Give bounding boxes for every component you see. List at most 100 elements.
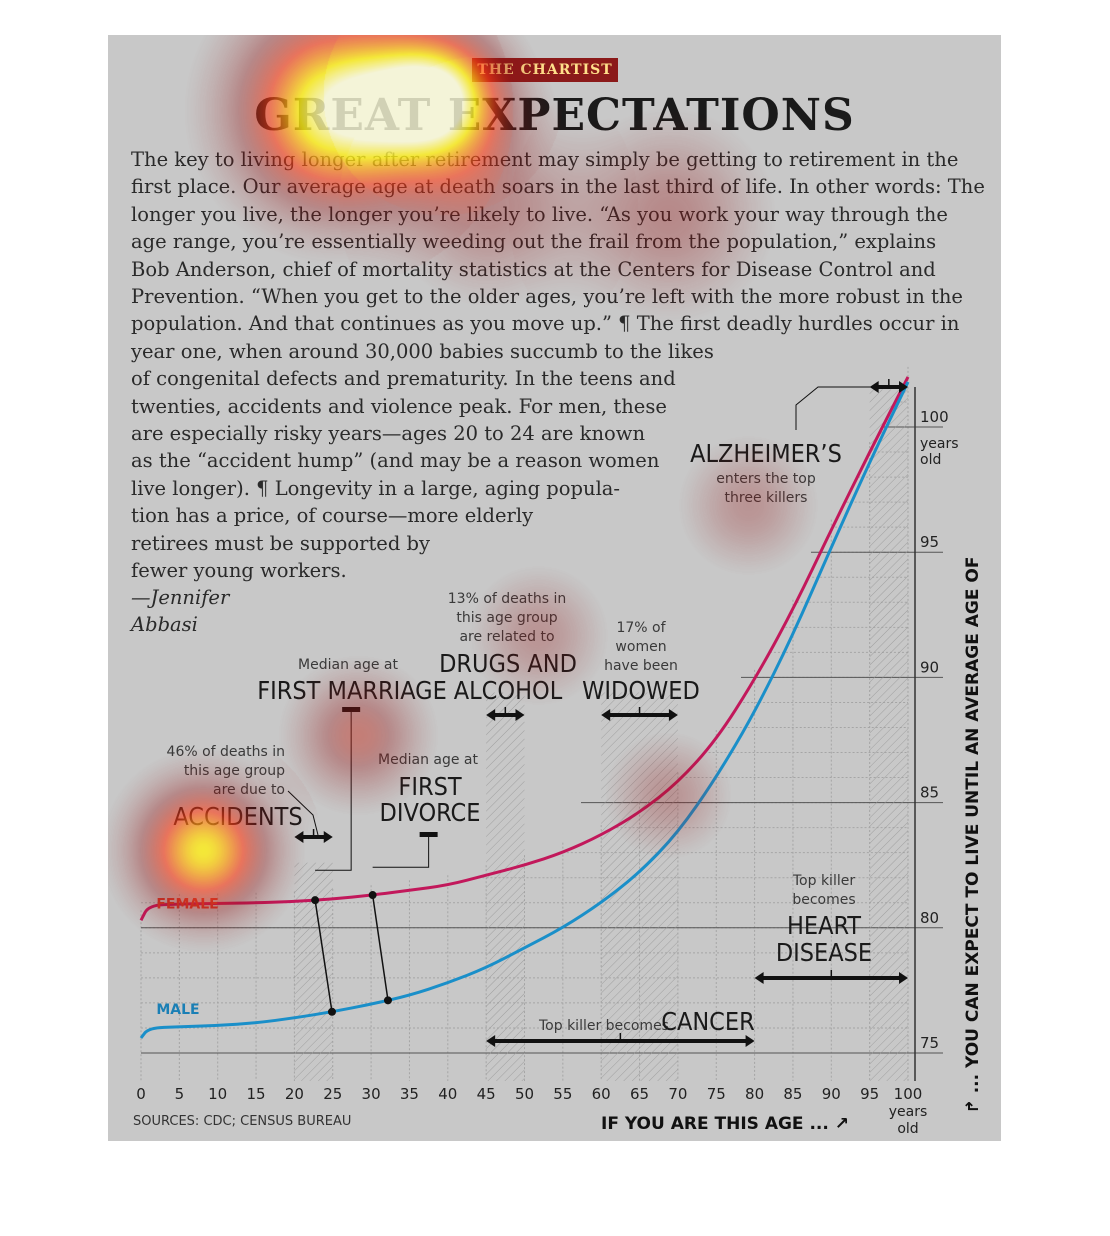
x-tick-label: 85 <box>783 1085 802 1103</box>
chart-grid <box>140 366 943 1081</box>
byline-line-1: —Jennifer <box>131 586 230 609</box>
page-title: GREAT EXPECTATIONS <box>254 90 855 141</box>
y-tick-label: 75 <box>920 1034 939 1052</box>
heart-note: Top killer <box>792 873 855 889</box>
heart-label: DISEASE <box>776 938 872 967</box>
divorce-tick <box>419 832 438 837</box>
section-badge: THE CHARTIST <box>472 58 618 82</box>
byline-line-2: Abbasi <box>131 613 198 636</box>
divorce-note: Median age at <box>378 752 478 768</box>
x-tick-label: 70 <box>668 1085 687 1103</box>
series-label-female: FEMALE <box>156 896 218 912</box>
alzheimers-label: ALZHEIMER’S <box>690 439 842 468</box>
divorce-label: FIRST <box>398 772 461 801</box>
x-tick-label: 40 <box>438 1085 457 1103</box>
x-tick-label: 35 <box>400 1085 419 1103</box>
heart-note: becomes <box>792 892 855 908</box>
drugs-note: are related to <box>459 629 554 645</box>
x-tick-label: 95 <box>860 1085 879 1103</box>
x-tick-label: 0 <box>136 1085 146 1103</box>
body-line-7: population. And that continues as you mo… <box>131 312 960 336</box>
marriage-leader <box>315 710 352 871</box>
x-tick-label: 45 <box>477 1085 496 1103</box>
range-arrow-head <box>294 831 304 843</box>
divorce-label: DIVORCE <box>380 798 481 827</box>
range-arrow-head <box>754 972 764 984</box>
x-tick-label: 100 <box>894 1085 923 1103</box>
x-tick-label: 80 <box>745 1085 764 1103</box>
body-line-8: year one, when around 30,000 babies succ… <box>131 339 714 363</box>
x-tick-label: 25 <box>323 1085 342 1103</box>
y-unit-label: years <box>920 436 959 452</box>
marker-dot <box>383 996 392 1005</box>
x-tick-label: 55 <box>553 1085 572 1103</box>
band-drugs <box>486 692 525 1081</box>
widowed-note: women <box>615 639 666 655</box>
y-tick-label: 95 <box>920 533 939 551</box>
alzheimers-note: enters the top <box>716 471 816 487</box>
drugs-label: ALCOHOL <box>454 676 563 705</box>
marriage-tick <box>342 707 361 712</box>
widowed-label: WIDOWED <box>582 676 700 705</box>
marker-dot <box>311 896 320 905</box>
y-tick-label: 85 <box>920 784 939 802</box>
x-tick-label: 50 <box>515 1085 534 1103</box>
x-tick-label: 60 <box>592 1085 611 1103</box>
x-tick-label: 65 <box>630 1085 649 1103</box>
marker-dot <box>368 891 377 900</box>
range-arrow-head <box>745 1035 755 1047</box>
body-line-3: longer you live, the longer you’re likel… <box>131 202 948 226</box>
body-line-4: age range, you’re essentially weeding ou… <box>131 230 937 254</box>
marker-dot <box>327 1007 336 1016</box>
heart-label: HEART <box>787 911 861 940</box>
x-tick-label: 75 <box>707 1085 726 1103</box>
x-tick-label: 30 <box>362 1085 381 1103</box>
x-tick-label: 5 <box>175 1085 185 1103</box>
body-line-5: Bob Anderson, chief of mortality statist… <box>131 257 936 281</box>
divorce-leader <box>372 835 430 868</box>
marker-connector <box>371 894 389 1001</box>
range-arrow-head <box>323 831 333 843</box>
y-axis-title: ↱ ... YOU CAN EXPECT TO LIVE UNTIL AN AV… <box>963 557 983 1114</box>
y-tick-label: 100 <box>920 408 949 426</box>
drugs-label: DRUGS AND <box>439 649 577 678</box>
accidents-note: 46% of deaths in <box>167 744 285 760</box>
series-label-male: MALE <box>156 1002 199 1018</box>
y-tick-label: 80 <box>920 909 939 927</box>
y-tick-label: 90 <box>920 658 939 676</box>
accidents-note: this age group <box>184 763 285 779</box>
widowed-note: 17% of <box>616 620 666 636</box>
x-unit-label: years <box>889 1104 928 1120</box>
body-line-12: as the “accident hump” (and may be a rea… <box>131 449 660 473</box>
accidents-label: ACCIDENTS <box>173 802 302 831</box>
drugs-note: 13% of deaths in <box>448 591 566 607</box>
x-tick-label: 15 <box>247 1085 266 1103</box>
y-unit-label: old <box>920 452 941 468</box>
body-line-16: fewer young workers. <box>131 559 347 582</box>
marriage-label: FIRST MARRIAGE <box>257 676 447 705</box>
widowed-note: have been <box>604 658 678 674</box>
drugs-note: this age group <box>456 610 557 626</box>
source-note: SOURCES: CDC; CENSUS BUREAU <box>133 1114 351 1129</box>
infographic-panel: 75 80 85 90 95 100 years old 0 5 10 15 20 25 30 35 40 45 5… <box>108 35 1001 1141</box>
x-unit-label: old <box>897 1121 918 1137</box>
body-line-11: are especially risky years—ages 20 to 24… <box>131 422 646 445</box>
alzheimers-note: three killers <box>725 490 808 506</box>
x-tick-label: 10 <box>208 1085 227 1103</box>
body-line-1: The key to living longer after retiremen… <box>131 148 959 171</box>
body-line-9: of congenital defects and prematurity. I… <box>131 367 676 391</box>
body-line-2: first place. Our average age at death so… <box>131 175 985 199</box>
cancer-note: Top killer becomes <box>538 1018 669 1034</box>
body-line-6: Prevention. “When you get to the older a… <box>131 285 963 308</box>
x-tick-label: 90 <box>822 1085 841 1103</box>
marriage-note: Median age at <box>298 657 398 673</box>
body-line-10: twenties, accidents and violence peak. F… <box>131 394 667 418</box>
accidents-note: are due to <box>213 782 285 798</box>
x-axis-title: IF YOU ARE THIS AGE ... ↗ <box>601 1114 849 1134</box>
band-accidents <box>294 862 333 1081</box>
x-tick-label: 20 <box>285 1085 304 1103</box>
body-line-13: live longer). ¶ Longevity in a large, ag… <box>131 476 621 500</box>
body-line-14: tion has a price, of course—more elderly <box>131 504 534 528</box>
body-line-15: retirees must be supported by <box>131 531 431 555</box>
